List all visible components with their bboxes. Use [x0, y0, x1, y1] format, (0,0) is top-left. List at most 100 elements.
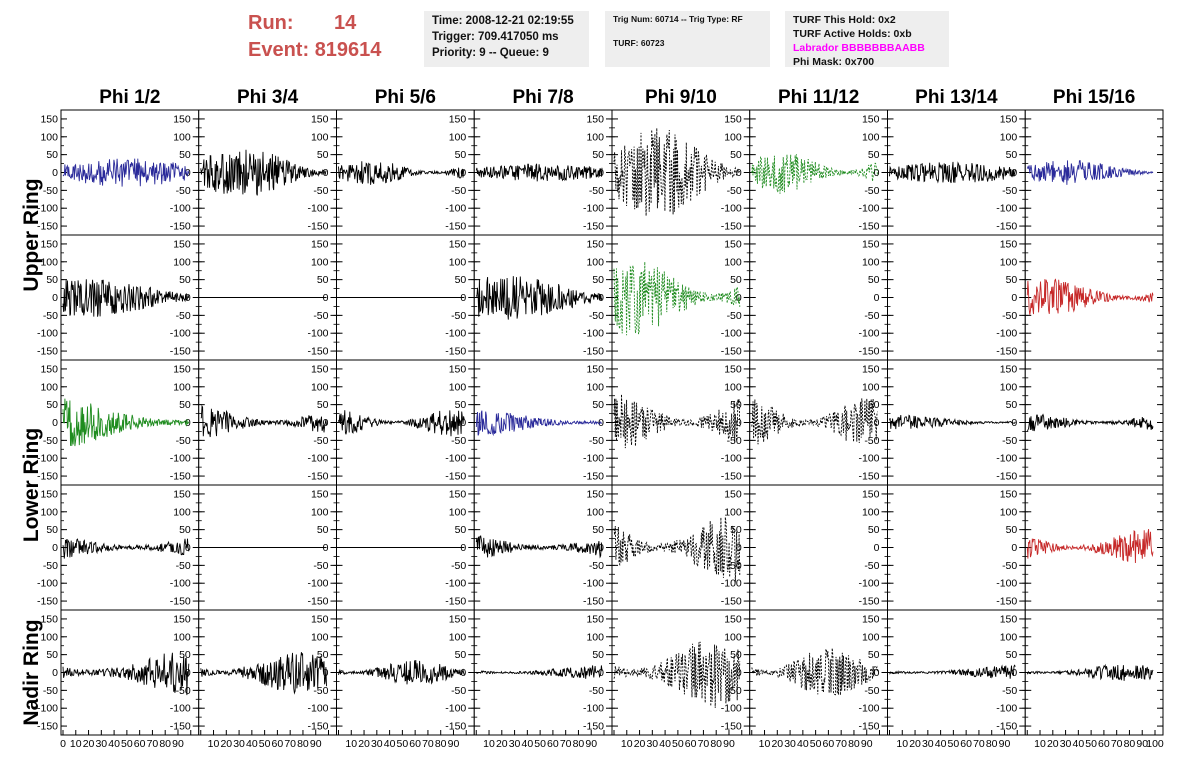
- y-tick-label: 150: [862, 238, 880, 250]
- y-tick-label: 100: [1000, 381, 1018, 393]
- x-tick-label: 0: [60, 738, 66, 750]
- y-tick-label: 150: [724, 363, 742, 375]
- y-tick-label: 150: [724, 238, 742, 250]
- y-tick-label: -100: [445, 703, 466, 715]
- waveform-line: [62, 398, 190, 447]
- event-value: 819614: [314, 39, 382, 61]
- run-event-box: Run: 14 Event: 819614: [248, 10, 408, 64]
- waveform-line: [62, 538, 190, 559]
- y-tick-label: -50: [43, 310, 58, 322]
- x-tick-label: 20: [496, 738, 508, 750]
- waveform-line: [475, 665, 603, 679]
- y-tick-label: 150: [1000, 488, 1018, 500]
- x-tick-label: 50: [810, 738, 822, 750]
- y-tick-label: 100: [724, 631, 742, 643]
- waveform-panel: [1024, 109, 1164, 236]
- y-tick-label: -50: [1002, 185, 1017, 197]
- y-tick-label: 150: [862, 488, 880, 500]
- y-tick-label: -150: [858, 721, 879, 733]
- waveform-line: [200, 149, 327, 196]
- y-tick-label: 150: [449, 613, 467, 625]
- x-tick-label: 50: [534, 738, 546, 750]
- y-tick-label: 50: [730, 399, 742, 411]
- y-tick-label: 150: [40, 363, 58, 375]
- y-tick-label: 50: [1006, 399, 1018, 411]
- y-tick-label: -100: [858, 703, 879, 715]
- y-tick-label: -150: [170, 721, 191, 733]
- y-tick-label: -150: [858, 221, 879, 233]
- event-label: Event:: [248, 39, 310, 61]
- y-tick-label: 0: [323, 542, 329, 554]
- x-tick-label: 70: [835, 738, 847, 750]
- x-tick-label: 80: [710, 738, 722, 750]
- x-tick-label: 10: [896, 738, 908, 750]
- y-tick-label: 100: [40, 131, 58, 143]
- y-tick-label: -100: [37, 328, 58, 340]
- y-tick-label: 100: [586, 506, 604, 518]
- waveform-line: [889, 414, 1016, 430]
- y-tick-label: -100: [170, 203, 191, 215]
- y-tick-label: -100: [583, 453, 604, 465]
- y-tick-label: -150: [721, 721, 742, 733]
- waveform-line: [62, 279, 190, 317]
- y-tick-label: 50: [317, 149, 329, 161]
- y-tick-label: -150: [583, 346, 604, 358]
- y-tick-label: -150: [37, 471, 58, 483]
- y-tick-label: -150: [858, 346, 879, 358]
- y-tick-label: 150: [40, 238, 58, 250]
- time-text: Time: 2008-12-21 02:19:55: [432, 15, 574, 27]
- y-tick-label: -100: [37, 203, 58, 215]
- y-tick-label: -150: [37, 596, 58, 608]
- x-tick-label: 50: [121, 738, 133, 750]
- y-tick-label: -100: [858, 328, 879, 340]
- waveform-panel: [1024, 234, 1164, 361]
- y-tick-label: -100: [858, 203, 879, 215]
- y-tick-label: 0: [323, 292, 329, 304]
- y-tick-label: -50: [313, 685, 328, 697]
- y-tick-label: 150: [173, 488, 191, 500]
- x-tick-label: 80: [848, 738, 860, 750]
- y-tick-label: 0: [736, 542, 742, 554]
- y-tick-label: 150: [1000, 363, 1018, 375]
- waveform-line: [200, 652, 327, 695]
- x-tick-label: 80: [435, 738, 447, 750]
- y-tick-label: 50: [317, 524, 329, 536]
- y-tick-label: 100: [449, 256, 467, 268]
- x-tick-label: 20: [771, 738, 783, 750]
- y-tick-label: 0: [874, 542, 880, 554]
- x-tick-label: 30: [1060, 738, 1072, 750]
- waveform-panel: [1024, 484, 1164, 611]
- x-tick-label: 90: [861, 738, 873, 750]
- y-tick-label: 150: [586, 613, 604, 625]
- phi-column-label: Phi 9/10: [645, 87, 717, 108]
- y-tick-label: 0: [874, 167, 880, 179]
- y-tick-label: -100: [996, 453, 1017, 465]
- waveform-line: [1026, 529, 1154, 564]
- phi-column-label: Phi 3/4: [237, 87, 299, 108]
- x-tick-label: 80: [573, 738, 585, 750]
- x-tick-label: 50: [397, 738, 409, 750]
- x-tick-label: 80: [1124, 738, 1136, 750]
- panel-frame: [749, 359, 888, 486]
- waveform-line: [475, 410, 603, 437]
- y-tick-label: -150: [37, 221, 58, 233]
- trig-num-text: Trig Num: 60714 -- Trig Type: RF: [613, 14, 743, 24]
- y-tick-label: 100: [311, 506, 329, 518]
- y-tick-label: 50: [455, 149, 467, 161]
- y-tick-label: -100: [583, 578, 604, 590]
- y-tick-label: 100: [311, 131, 329, 143]
- y-tick-label: 50: [317, 399, 329, 411]
- y-tick-label: 100: [449, 631, 467, 643]
- y-tick-label: -50: [589, 685, 604, 697]
- event-line: Event: 819614: [248, 37, 408, 64]
- y-tick-label: 100: [862, 631, 880, 643]
- y-tick-label: 50: [1006, 524, 1018, 536]
- y-tick-label: -100: [583, 703, 604, 715]
- y-tick-label: -150: [721, 221, 742, 233]
